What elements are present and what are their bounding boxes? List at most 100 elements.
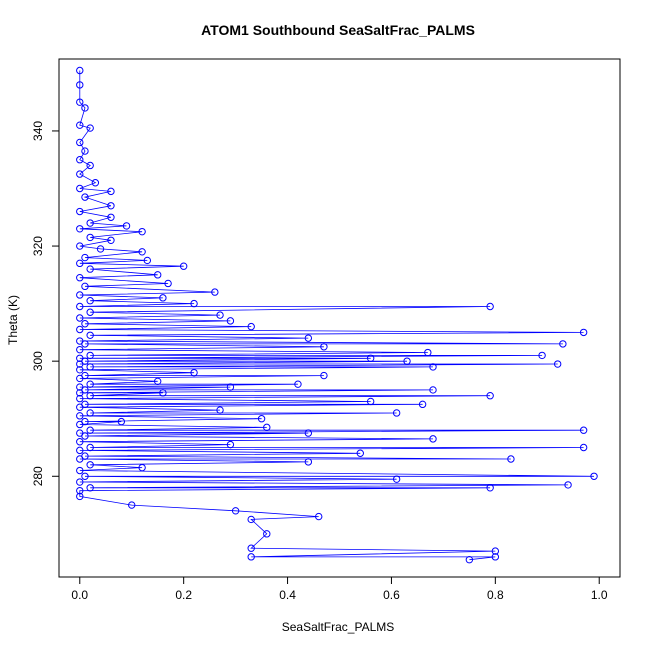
data-point bbox=[81, 320, 89, 328]
data-point bbox=[86, 409, 94, 417]
data-point bbox=[429, 363, 437, 371]
data-point bbox=[247, 515, 255, 524]
data-point bbox=[76, 98, 84, 106]
data-point bbox=[507, 455, 515, 463]
data-point bbox=[257, 415, 266, 423]
data-point bbox=[76, 486, 84, 495]
data-point bbox=[107, 202, 115, 210]
data-point bbox=[128, 501, 136, 509]
data-point bbox=[81, 340, 89, 348]
data-point bbox=[179, 262, 188, 270]
data-point bbox=[76, 412, 84, 420]
data-point bbox=[86, 308, 94, 316]
data-point bbox=[81, 147, 89, 155]
data-point bbox=[216, 311, 224, 319]
data-point bbox=[138, 248, 146, 256]
data-point bbox=[86, 426, 94, 434]
data-point bbox=[164, 279, 172, 288]
x-tick-label: 1.0 bbox=[591, 588, 608, 602]
chart-title: ATOM1 Southbound SeaSaltFrac_PALMS bbox=[201, 22, 475, 38]
data-point bbox=[76, 455, 84, 463]
data-point bbox=[86, 233, 94, 242]
data-point bbox=[81, 253, 89, 262]
data-point bbox=[86, 392, 94, 400]
data-point bbox=[76, 207, 84, 216]
data-point bbox=[138, 227, 146, 236]
data-point bbox=[320, 343, 328, 351]
data-point bbox=[263, 423, 271, 432]
y-tick-label: 300 bbox=[31, 351, 45, 371]
data-point bbox=[153, 271, 162, 279]
data-point bbox=[564, 481, 572, 489]
data-point bbox=[107, 187, 115, 196]
data-point bbox=[86, 219, 94, 227]
data-point bbox=[190, 299, 198, 308]
data-point bbox=[76, 170, 84, 178]
data-point bbox=[86, 461, 94, 469]
data-point bbox=[392, 409, 401, 417]
data-point bbox=[226, 317, 235, 325]
data-point bbox=[304, 458, 313, 466]
x-tick-label: 0.8 bbox=[487, 588, 504, 602]
data-point bbox=[304, 429, 313, 437]
data-point bbox=[76, 478, 84, 486]
data-point bbox=[366, 397, 375, 406]
data-point bbox=[76, 242, 84, 250]
data-point bbox=[190, 368, 198, 377]
data-point bbox=[76, 366, 84, 374]
data-point bbox=[76, 302, 84, 311]
data-point bbox=[153, 377, 162, 386]
data-point bbox=[76, 291, 84, 299]
data-point bbox=[579, 426, 588, 434]
data-point bbox=[107, 213, 115, 221]
series-line bbox=[79, 70, 595, 561]
data-point bbox=[559, 340, 567, 348]
data-point bbox=[86, 351, 94, 360]
data-point bbox=[107, 236, 115, 245]
data-point bbox=[579, 443, 588, 452]
y-axis-label: Theta (K) bbox=[6, 295, 20, 345]
x-axis-label: SeaSaltFrac_PALMS bbox=[282, 620, 395, 634]
data-point bbox=[429, 386, 437, 394]
data-point bbox=[81, 472, 89, 480]
data-point bbox=[226, 383, 235, 391]
plot-area: 0.0 0.2 0.4 0.6 0.8 1.0 280 300 320 340 bbox=[31, 58, 621, 602]
data-point bbox=[247, 322, 255, 331]
data-point bbox=[81, 193, 89, 201]
data-point bbox=[76, 374, 84, 383]
data-point bbox=[122, 222, 131, 230]
data-point bbox=[356, 449, 364, 457]
data-point bbox=[76, 184, 84, 193]
data-point bbox=[86, 443, 94, 452]
data-point bbox=[486, 392, 494, 400]
data-point bbox=[86, 297, 94, 305]
data-point bbox=[590, 472, 598, 480]
data-point bbox=[231, 507, 240, 515]
data-point bbox=[579, 328, 588, 337]
y-tick-label: 340 bbox=[31, 121, 45, 141]
data-point bbox=[247, 544, 255, 552]
data-point bbox=[76, 389, 84, 397]
data-point bbox=[159, 294, 167, 302]
data-point bbox=[216, 406, 224, 414]
data-point bbox=[294, 380, 302, 388]
data-point bbox=[86, 331, 94, 339]
data-point bbox=[263, 530, 271, 538]
data-point bbox=[76, 81, 84, 89]
data-point bbox=[76, 420, 84, 429]
data-point bbox=[211, 288, 219, 296]
data-point bbox=[96, 245, 105, 253]
data-point bbox=[76, 138, 84, 147]
data-point bbox=[86, 484, 94, 492]
data-point bbox=[247, 553, 255, 561]
data-point bbox=[143, 256, 152, 265]
data-point bbox=[491, 553, 500, 561]
data-point bbox=[76, 259, 84, 268]
data-point bbox=[226, 440, 235, 449]
data-point bbox=[76, 360, 84, 368]
data-point bbox=[418, 400, 427, 409]
data-point bbox=[315, 512, 323, 521]
data-point bbox=[465, 556, 474, 564]
data-point bbox=[138, 463, 146, 472]
